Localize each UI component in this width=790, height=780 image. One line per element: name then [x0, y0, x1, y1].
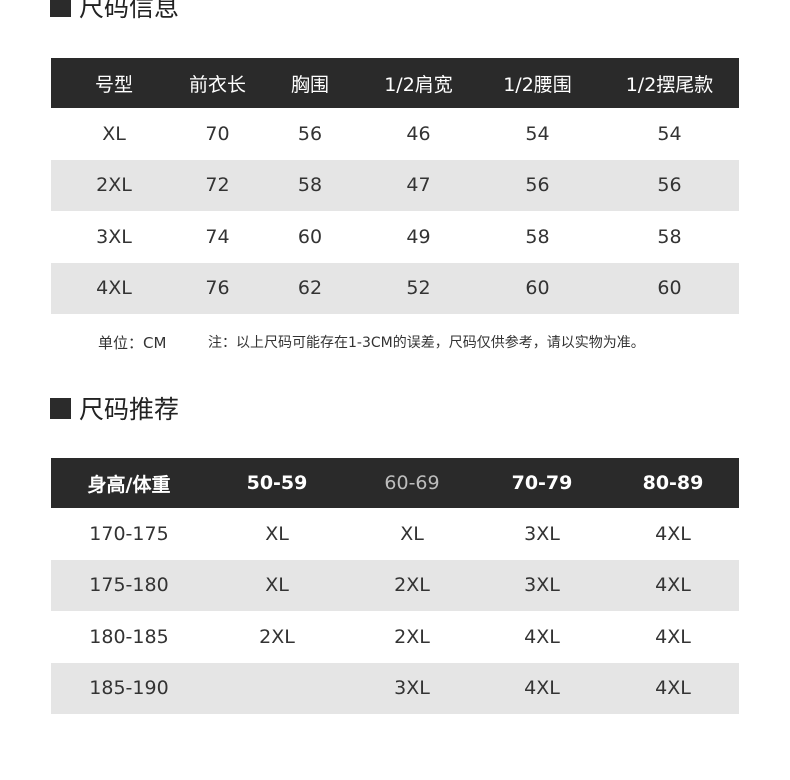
table-cell: 70 [205, 122, 230, 145]
table-cell: 74 [205, 225, 230, 248]
table-header-cell: 1/2腰围 [503, 73, 572, 96]
table-cell: 54 [525, 122, 550, 145]
table-row: XL 70 56 46 54 54 [51, 108, 739, 160]
table-cell: 2XL [96, 174, 132, 197]
table-cell: 4XL [655, 574, 691, 597]
table-cell: 185-190 [89, 677, 169, 700]
table-cell: 180-185 [89, 625, 169, 648]
table-cell: 56 [525, 174, 550, 197]
table-cell: 2XL [394, 625, 430, 648]
table-row: 180-185 2XL 2XL 4XL 4XL [51, 611, 739, 663]
table-header-cell: 60-69 [384, 472, 440, 494]
table-cell: 4XL [524, 677, 560, 700]
table-cell: 4XL [524, 625, 560, 648]
table-cell: 58 [525, 225, 550, 248]
table-cell: XL [265, 522, 289, 545]
table-header-cell: 胸围 [290, 73, 329, 96]
table-cell: 58 [657, 225, 682, 248]
table-row: 175-180 XL 2XL 3XL 4XL [51, 559, 739, 611]
table-row: 2XL 72 58 47 56 56 [51, 159, 739, 211]
table-cell: 60 [657, 277, 682, 300]
table-cell: 49 [406, 225, 431, 248]
table-row: 185-190 3XL 4XL 4XL [51, 662, 739, 714]
table-cell: 60 [525, 277, 550, 300]
table-header-cell: 身高/体重 [87, 473, 171, 496]
title-square-icon [50, 397, 71, 419]
table-cell: 47 [406, 174, 431, 197]
section-title-size-recommend: 尺码推荐 [50, 390, 179, 426]
table-cell: 3XL [394, 677, 430, 700]
table-cell: 56 [297, 122, 323, 145]
table-header-cell: 1/2肩宽 [384, 73, 453, 96]
table-cell: 76 [205, 277, 230, 300]
size-info-table: 号型 前衣长 胸围 1/2肩宽 1/2腰围 1/2摆尾款 XL 70 56 46 54 54 2XL 72… [51, 58, 739, 314]
table-cell: 3XL [524, 522, 560, 545]
table-row: 170-175 XL XL 3XL 4XL [51, 508, 739, 560]
table-row: 4XL 76 62 52 60 60 [51, 262, 739, 314]
table-cell: 175-180 [89, 574, 169, 597]
section-title-text: 尺码推荐 [79, 395, 180, 424]
unit-label: 单位：CM [98, 334, 167, 352]
table-header-cell: 前衣长 [188, 73, 246, 96]
table-cell: 72 [205, 174, 230, 197]
table-header-cell: 1/2摆尾款 [625, 73, 714, 96]
table-cell: 3XL [524, 574, 560, 597]
size-recommend-table: 身高/体重 50-59 60-69 70-79 80-89 170-175 XL XL 3XL 4… [51, 458, 739, 714]
table-header-cell: 80-89 [642, 472, 704, 494]
table-cell: 54 [657, 122, 682, 145]
table-cell: 3XL [96, 225, 132, 248]
table-cell: 56 [657, 174, 682, 197]
table-cell: 46 [406, 122, 431, 145]
table-header-row: 号型 前衣长 胸围 1/2肩宽 1/2腰围 1/2摆尾款 [51, 58, 739, 108]
section-title-text: 尺码信息 [79, 0, 180, 22]
table-cell: 58 [297, 174, 323, 197]
table-cell: 62 [297, 277, 323, 300]
table-header-cell: 50-59 [246, 472, 308, 494]
table-cell: 170-175 [89, 522, 169, 545]
table-cell: XL [265, 574, 289, 597]
table-cell: 4XL [96, 277, 132, 300]
table-cell: 4XL [655, 625, 691, 648]
table-header-cell: 号型 [94, 73, 133, 96]
table-header-row: 身高/体重 50-59 60-69 70-79 80-89 [51, 458, 739, 508]
table-cell: 60 [297, 225, 323, 248]
section-title-size-info: 尺码信息 [50, 0, 179, 24]
table-cell: 4XL [655, 677, 691, 700]
table-cell: 4XL [655, 522, 691, 545]
table-row: 3XL 74 60 49 58 58 [51, 211, 739, 263]
table-cell: 2XL [259, 625, 295, 648]
table-header-cell: 70-79 [511, 472, 573, 494]
table-cell: 52 [406, 277, 431, 300]
size-note: 注：以上尺码可能存在1-3CM的误差，尺码仅供参考，请以实物为准。 [208, 335, 645, 351]
table-cell: XL [102, 122, 126, 145]
table-cell: XL [400, 522, 424, 545]
title-square-icon [50, 0, 71, 17]
table-cell: 2XL [394, 574, 430, 597]
